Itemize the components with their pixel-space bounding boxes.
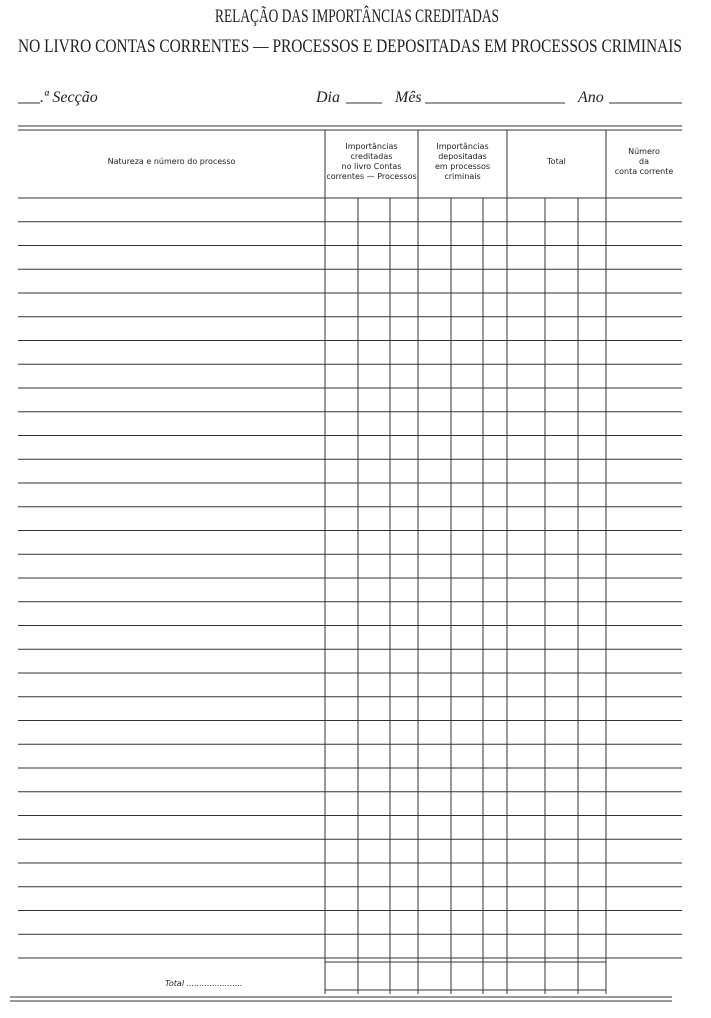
column-header: criminais	[444, 172, 480, 181]
column-header: no livro Contas	[342, 162, 402, 171]
column-header: da	[639, 157, 649, 166]
year-label: Ano	[577, 89, 604, 106]
title-line: NO LIVRO CONTAS CORRENTES — PROCESSOS E …	[18, 36, 682, 57]
column-header: conta corrente	[615, 167, 674, 176]
column-header: em processos	[435, 162, 490, 171]
column-header: Importâncias	[436, 142, 488, 151]
column-header: depositadas	[438, 152, 487, 161]
column-header: creditadas	[351, 152, 393, 161]
column-header: correntes — Processos	[326, 172, 416, 181]
section-label: .ª Secção	[40, 89, 98, 106]
title-line: RELAÇÃO DAS IMPORTÂNCIAS CREDITADAS	[215, 5, 499, 27]
day-label: Dia	[315, 89, 340, 106]
total-label: Total ......................	[165, 979, 243, 988]
column-header: Total	[546, 157, 566, 166]
column-header: Natureza e número do processo	[108, 157, 236, 166]
column-header: Importâncias	[345, 142, 397, 151]
month-label: Mês	[394, 89, 422, 106]
column-header: Número	[628, 147, 660, 156]
